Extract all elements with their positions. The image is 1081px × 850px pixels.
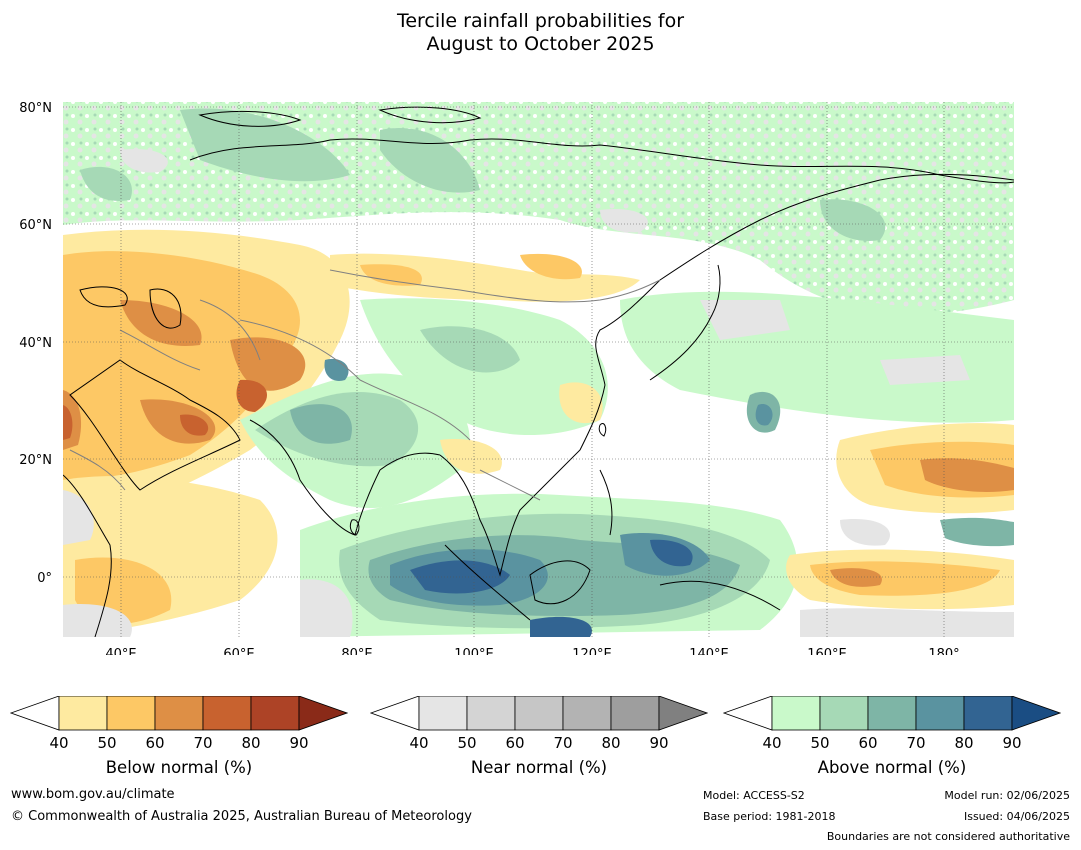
lon-label-40e: 40°E (105, 647, 136, 655)
issued-text: Issued: 04/06/2025 (963, 810, 1070, 823)
disclaimer-text: Boundaries are not considered authoritat… (826, 830, 1070, 843)
colorbar-extension-low (10, 696, 60, 731)
copyright-text: © Commonwealth of Australia 2025, Austra… (11, 809, 472, 824)
lon-label-120e: 120°E (572, 647, 612, 655)
colorbar-segment (963, 696, 1013, 731)
colorbar-tick-label: 90 (649, 734, 668, 750)
model-text: Model: ACCESS-S2 (703, 789, 805, 802)
colorbar-segment (562, 696, 612, 731)
base-period-text: Base period: 1981-2018 (703, 810, 836, 823)
lon-label-60e: 60°E (223, 647, 254, 655)
colorbar-below-normal: 40 50 60 70 80 90 (10, 696, 348, 750)
colorbar-tick-label: 40 (49, 734, 68, 750)
colorbar-segment (202, 696, 252, 731)
colorbar-segment (418, 696, 468, 731)
colorbar-extension-low (723, 696, 773, 731)
colorbar-segment (771, 696, 821, 731)
colorbar-tick-label: 60 (505, 734, 524, 750)
lon-label-100e: 100°E (454, 647, 494, 655)
probability-field (63, 102, 1014, 637)
colorbar-segment (610, 696, 660, 731)
colorbar-tick-label: 40 (409, 734, 428, 750)
colorbar-tick-label: 60 (858, 734, 877, 750)
lat-label-60n: 60°N (19, 218, 52, 233)
title-line-2: August to October 2025 (426, 33, 655, 55)
coastlines (63, 106, 1014, 637)
colorbar-tick-label: 90 (289, 734, 308, 750)
colorbar-tick-label: 50 (810, 734, 829, 750)
colorbar-tick-label: 50 (97, 734, 116, 750)
rainfall-probability-map: 80°N 60°N 40°N 20°N 0° 40°E 60°E 80°E 10… (19, 101, 1014, 655)
colorbar-extension-high (1011, 696, 1061, 731)
colorbar-tick-label: 90 (1002, 734, 1021, 750)
lon-label-140e: 140°E (689, 647, 729, 655)
colorbar-segment (154, 696, 204, 731)
colorbar-tick-label: 60 (145, 734, 164, 750)
colorbar-tick-label: 70 (553, 734, 572, 750)
lat-label-80n: 80°N (19, 101, 52, 116)
colorbar-label-above-normal: Above normal (%) (817, 758, 967, 777)
website-text: www.bom.gov.au/climate (11, 787, 175, 802)
colorbar-tick-label: 70 (193, 734, 212, 750)
colorbar-extension-high (298, 696, 348, 731)
colorbar-extension-low (370, 696, 420, 731)
colorbar-segment (106, 696, 156, 731)
colorbar-segment (250, 696, 300, 731)
colorbar-tick-label: 40 (762, 734, 781, 750)
colorbar-extension-high (658, 696, 708, 731)
colorbar-segment (819, 696, 869, 731)
lon-label-80e: 80°E (341, 647, 372, 655)
colorbar-above-normal: 40 50 60 70 80 90 (723, 696, 1061, 750)
graticule (63, 102, 1014, 637)
colorbar-tick-label: 80 (241, 734, 260, 750)
lat-label-20n: 20°N (19, 453, 52, 468)
colorbar-tick-label: 70 (906, 734, 925, 750)
colorbar-tick-label: 50 (457, 734, 476, 750)
colorbar-near-normal: 40 50 60 70 80 90 (370, 696, 708, 750)
colorbar-segment (915, 696, 965, 731)
colorbar-tick-label: 80 (601, 734, 620, 750)
colorbar-segment (514, 696, 564, 731)
title-line-1: Tercile rainfall probabilities for (396, 10, 685, 32)
lat-label-0: 0° (37, 571, 52, 586)
colorbar-segment (58, 696, 108, 731)
colorbar-segment (466, 696, 516, 731)
lon-label-160e: 160°E (807, 647, 847, 655)
colorbar-tick-label: 80 (954, 734, 973, 750)
colorbar-segment (867, 696, 917, 731)
model-run-text: Model run: 02/06/2025 (944, 789, 1070, 802)
lat-label-40n: 40°N (19, 336, 52, 351)
chart-title: Tercile rainfall probabilities for Augus… (0, 10, 1081, 56)
colorbar-label-near-normal: Near normal (%) (470, 758, 608, 777)
colorbar-label-below-normal: Below normal (%) (105, 758, 253, 777)
lon-label-180: 180° (928, 647, 959, 655)
